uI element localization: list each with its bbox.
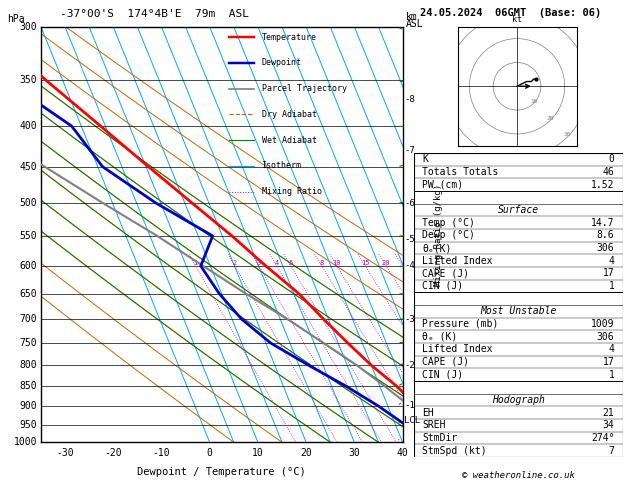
Text: ASL: ASL bbox=[406, 19, 423, 29]
Text: 3: 3 bbox=[257, 260, 261, 266]
Text: 600: 600 bbox=[19, 261, 37, 271]
Text: Wet Adiabat: Wet Adiabat bbox=[262, 136, 316, 145]
Text: -7: -7 bbox=[404, 146, 415, 156]
Text: 650: 650 bbox=[19, 289, 37, 298]
Text: Pressure (mb): Pressure (mb) bbox=[422, 319, 499, 329]
Text: 17: 17 bbox=[603, 357, 615, 367]
Text: 850: 850 bbox=[19, 381, 37, 391]
Text: 306: 306 bbox=[597, 331, 615, 342]
Text: Temperature: Temperature bbox=[262, 33, 316, 42]
Text: 10: 10 bbox=[530, 99, 537, 104]
Text: Parcel Trajectory: Parcel Trajectory bbox=[262, 84, 347, 93]
Text: -5: -5 bbox=[404, 235, 415, 243]
Text: EH: EH bbox=[422, 408, 434, 417]
Text: θₑ(K): θₑ(K) bbox=[422, 243, 452, 253]
Text: Temp (°C): Temp (°C) bbox=[422, 218, 475, 228]
Text: 5: 5 bbox=[289, 260, 293, 266]
Text: 274°: 274° bbox=[591, 433, 615, 443]
Text: Mixing Ratio: Mixing Ratio bbox=[262, 187, 321, 196]
Text: -8: -8 bbox=[404, 95, 415, 104]
Text: 20: 20 bbox=[547, 116, 554, 121]
Text: CAPE (J): CAPE (J) bbox=[422, 268, 469, 278]
Text: 20: 20 bbox=[300, 449, 312, 458]
Text: 800: 800 bbox=[19, 360, 37, 370]
Text: 34: 34 bbox=[603, 420, 615, 430]
Text: 15: 15 bbox=[361, 260, 370, 266]
Text: Hodograph: Hodograph bbox=[492, 395, 545, 405]
Text: Dewpoint / Temperature (°C): Dewpoint / Temperature (°C) bbox=[137, 467, 306, 477]
Text: StmSpd (kt): StmSpd (kt) bbox=[422, 446, 487, 455]
Text: LCL: LCL bbox=[404, 417, 421, 425]
Text: Lifted Index: Lifted Index bbox=[422, 256, 493, 266]
Text: 10: 10 bbox=[252, 449, 264, 458]
Text: 300: 300 bbox=[19, 22, 37, 32]
Text: CIN (J): CIN (J) bbox=[422, 369, 464, 380]
Text: 8: 8 bbox=[320, 260, 324, 266]
Text: Surface: Surface bbox=[498, 205, 539, 215]
Text: 4: 4 bbox=[274, 260, 279, 266]
Text: 306: 306 bbox=[597, 243, 615, 253]
Text: 700: 700 bbox=[19, 314, 37, 324]
Text: 500: 500 bbox=[19, 198, 37, 208]
Text: Mixing Ratio (g/kg): Mixing Ratio (g/kg) bbox=[434, 183, 443, 286]
Text: 900: 900 bbox=[19, 401, 37, 411]
Text: 30: 30 bbox=[564, 132, 571, 137]
Text: hPa: hPa bbox=[8, 14, 25, 24]
Text: 8.6: 8.6 bbox=[597, 230, 615, 241]
Text: 550: 550 bbox=[19, 231, 37, 241]
Text: Isotherm: Isotherm bbox=[262, 161, 301, 171]
Text: CIN (J): CIN (J) bbox=[422, 281, 464, 291]
Text: -1: -1 bbox=[404, 401, 415, 410]
Text: -3: -3 bbox=[404, 314, 415, 324]
Text: θₑ (K): θₑ (K) bbox=[422, 331, 457, 342]
Text: Dry Adiabat: Dry Adiabat bbox=[262, 110, 316, 119]
Text: 30: 30 bbox=[348, 449, 360, 458]
Text: CAPE (J): CAPE (J) bbox=[422, 357, 469, 367]
Text: K: K bbox=[422, 155, 428, 164]
Text: 1009: 1009 bbox=[591, 319, 615, 329]
Text: 46: 46 bbox=[603, 167, 615, 177]
Text: -20: -20 bbox=[104, 449, 122, 458]
Text: 10: 10 bbox=[333, 260, 341, 266]
Text: 40: 40 bbox=[397, 449, 408, 458]
Text: 4: 4 bbox=[608, 344, 615, 354]
Text: -30: -30 bbox=[56, 449, 74, 458]
Text: © weatheronline.co.uk: © weatheronline.co.uk bbox=[462, 471, 576, 480]
Text: 1: 1 bbox=[608, 281, 615, 291]
Text: 1: 1 bbox=[194, 260, 198, 266]
Text: Totals Totals: Totals Totals bbox=[422, 167, 499, 177]
Text: 950: 950 bbox=[19, 419, 37, 430]
Text: 7: 7 bbox=[608, 446, 615, 455]
Text: 750: 750 bbox=[19, 338, 37, 348]
Text: -37°00'S  174°4B'E  79m  ASL: -37°00'S 174°4B'E 79m ASL bbox=[60, 9, 248, 19]
Text: SREH: SREH bbox=[422, 420, 446, 430]
Text: -6: -6 bbox=[404, 199, 415, 208]
Text: Dewp (°C): Dewp (°C) bbox=[422, 230, 475, 241]
Text: kt: kt bbox=[512, 16, 522, 24]
Text: 1: 1 bbox=[608, 369, 615, 380]
Text: 1000: 1000 bbox=[14, 437, 37, 447]
Text: Dewpoint: Dewpoint bbox=[262, 58, 301, 68]
Text: PW (cm): PW (cm) bbox=[422, 180, 464, 190]
Text: Lifted Index: Lifted Index bbox=[422, 344, 493, 354]
Text: 24.05.2024  06GMT  (Base: 06): 24.05.2024 06GMT (Base: 06) bbox=[420, 8, 601, 17]
Text: 0: 0 bbox=[207, 449, 213, 458]
Text: 0: 0 bbox=[608, 155, 615, 164]
Text: 400: 400 bbox=[19, 121, 37, 131]
Text: 1.52: 1.52 bbox=[591, 180, 615, 190]
Text: 17: 17 bbox=[603, 268, 615, 278]
Text: StmDir: StmDir bbox=[422, 433, 457, 443]
Text: 2: 2 bbox=[233, 260, 237, 266]
Text: Most Unstable: Most Unstable bbox=[480, 306, 557, 316]
Text: 450: 450 bbox=[19, 162, 37, 172]
Text: km: km bbox=[406, 13, 418, 22]
Text: 350: 350 bbox=[19, 75, 37, 85]
Text: 21: 21 bbox=[603, 408, 615, 417]
Text: 4: 4 bbox=[608, 256, 615, 266]
Text: -2: -2 bbox=[404, 361, 415, 370]
Text: -10: -10 bbox=[153, 449, 170, 458]
Text: 20: 20 bbox=[382, 260, 391, 266]
Text: 14.7: 14.7 bbox=[591, 218, 615, 228]
Text: -4: -4 bbox=[404, 261, 415, 270]
